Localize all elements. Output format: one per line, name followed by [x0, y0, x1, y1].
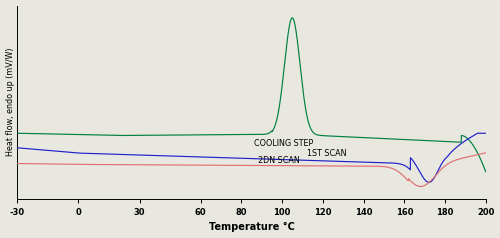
- Text: 1ST SCAN: 1ST SCAN: [306, 149, 346, 158]
- Text: 2DN SCAN: 2DN SCAN: [258, 156, 300, 165]
- Text: COOLING STEP: COOLING STEP: [254, 139, 313, 148]
- Y-axis label: Heat flow, endo up (mV/W): Heat flow, endo up (mV/W): [6, 48, 15, 156]
- X-axis label: Temperature °C: Temperature °C: [208, 222, 294, 233]
